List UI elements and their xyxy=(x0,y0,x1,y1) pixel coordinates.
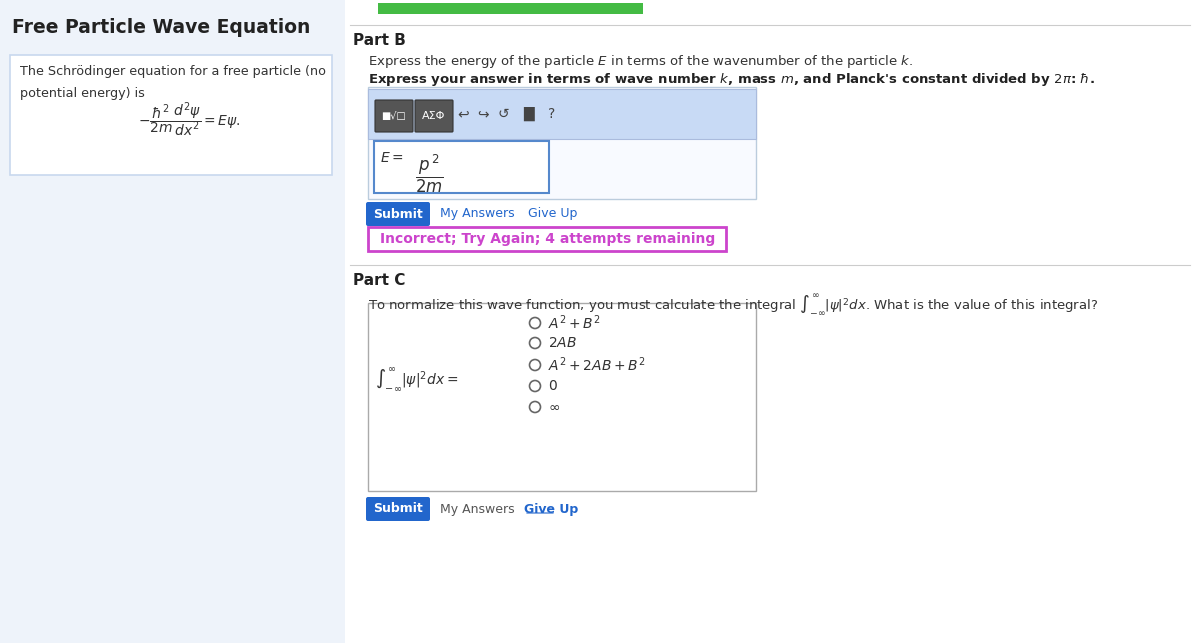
FancyBboxPatch shape xyxy=(374,141,550,193)
Text: ?: ? xyxy=(548,107,556,121)
Text: $A^2 + 2AB + B^2$: $A^2 + 2AB + B^2$ xyxy=(548,356,646,374)
Text: My Answers: My Answers xyxy=(440,208,515,221)
FancyBboxPatch shape xyxy=(366,202,430,226)
FancyBboxPatch shape xyxy=(378,3,643,14)
FancyBboxPatch shape xyxy=(368,89,756,139)
Text: ↪: ↪ xyxy=(478,107,488,121)
FancyBboxPatch shape xyxy=(0,0,346,643)
Text: Part C: Part C xyxy=(353,273,406,288)
FancyBboxPatch shape xyxy=(10,55,332,175)
Text: ↺: ↺ xyxy=(497,107,509,121)
Text: Express your answer in terms of wave number $k$, mass $m$, and Planck's constant: Express your answer in terms of wave num… xyxy=(368,71,1094,88)
Text: Give Up: Give Up xyxy=(528,208,577,221)
Text: The Schrödinger equation for a free particle (no: The Schrödinger equation for a free part… xyxy=(20,65,326,78)
FancyBboxPatch shape xyxy=(374,100,413,132)
Text: $A^2 + B^2$: $A^2 + B^2$ xyxy=(548,314,600,332)
FancyBboxPatch shape xyxy=(368,303,756,491)
Text: Submit: Submit xyxy=(373,502,422,516)
Text: ΑΣΦ: ΑΣΦ xyxy=(422,111,445,121)
Text: $\int_{-\infty}^{\infty} |\psi|^2 dx =$: $\int_{-\infty}^{\infty} |\psi|^2 dx =$ xyxy=(374,367,458,394)
Text: $\infty$: $\infty$ xyxy=(548,400,560,414)
Text: To normalize this wave function, you must calculate the integral $\int_{-\infty}: To normalize this wave function, you mus… xyxy=(368,293,1098,318)
Text: Part B: Part B xyxy=(353,33,406,48)
Text: $-\dfrac{\hbar^2}{2m}\dfrac{d^2\psi}{dx^2} = E\psi.$: $-\dfrac{\hbar^2}{2m}\dfrac{d^2\psi}{dx^… xyxy=(138,100,241,138)
Text: $0$: $0$ xyxy=(548,379,558,393)
Text: Free Particle Wave Equation: Free Particle Wave Equation xyxy=(12,18,311,37)
Text: $E =$: $E =$ xyxy=(380,151,403,165)
Text: $2AB$: $2AB$ xyxy=(548,336,577,350)
Text: Express the energy of the particle $E$ in terms of the wavenumber of the particl: Express the energy of the particle $E$ i… xyxy=(368,53,913,70)
FancyBboxPatch shape xyxy=(368,227,726,251)
Text: ■√□: ■√□ xyxy=(382,111,407,121)
Text: Submit: Submit xyxy=(373,208,422,221)
Text: Incorrect; Try Again; 4 attempts remaining: Incorrect; Try Again; 4 attempts remaini… xyxy=(380,232,715,246)
Text: $\dfrac{p^{\,2}}{2m}$: $\dfrac{p^{\,2}}{2m}$ xyxy=(415,153,444,195)
Text: █: █ xyxy=(523,107,533,121)
FancyBboxPatch shape xyxy=(366,497,430,521)
FancyBboxPatch shape xyxy=(415,100,454,132)
Text: My Answers: My Answers xyxy=(440,502,515,516)
Text: potential energy) is: potential energy) is xyxy=(20,87,145,100)
FancyBboxPatch shape xyxy=(368,87,756,199)
Text: Give Up: Give Up xyxy=(524,502,578,516)
Text: ↩: ↩ xyxy=(457,107,469,121)
